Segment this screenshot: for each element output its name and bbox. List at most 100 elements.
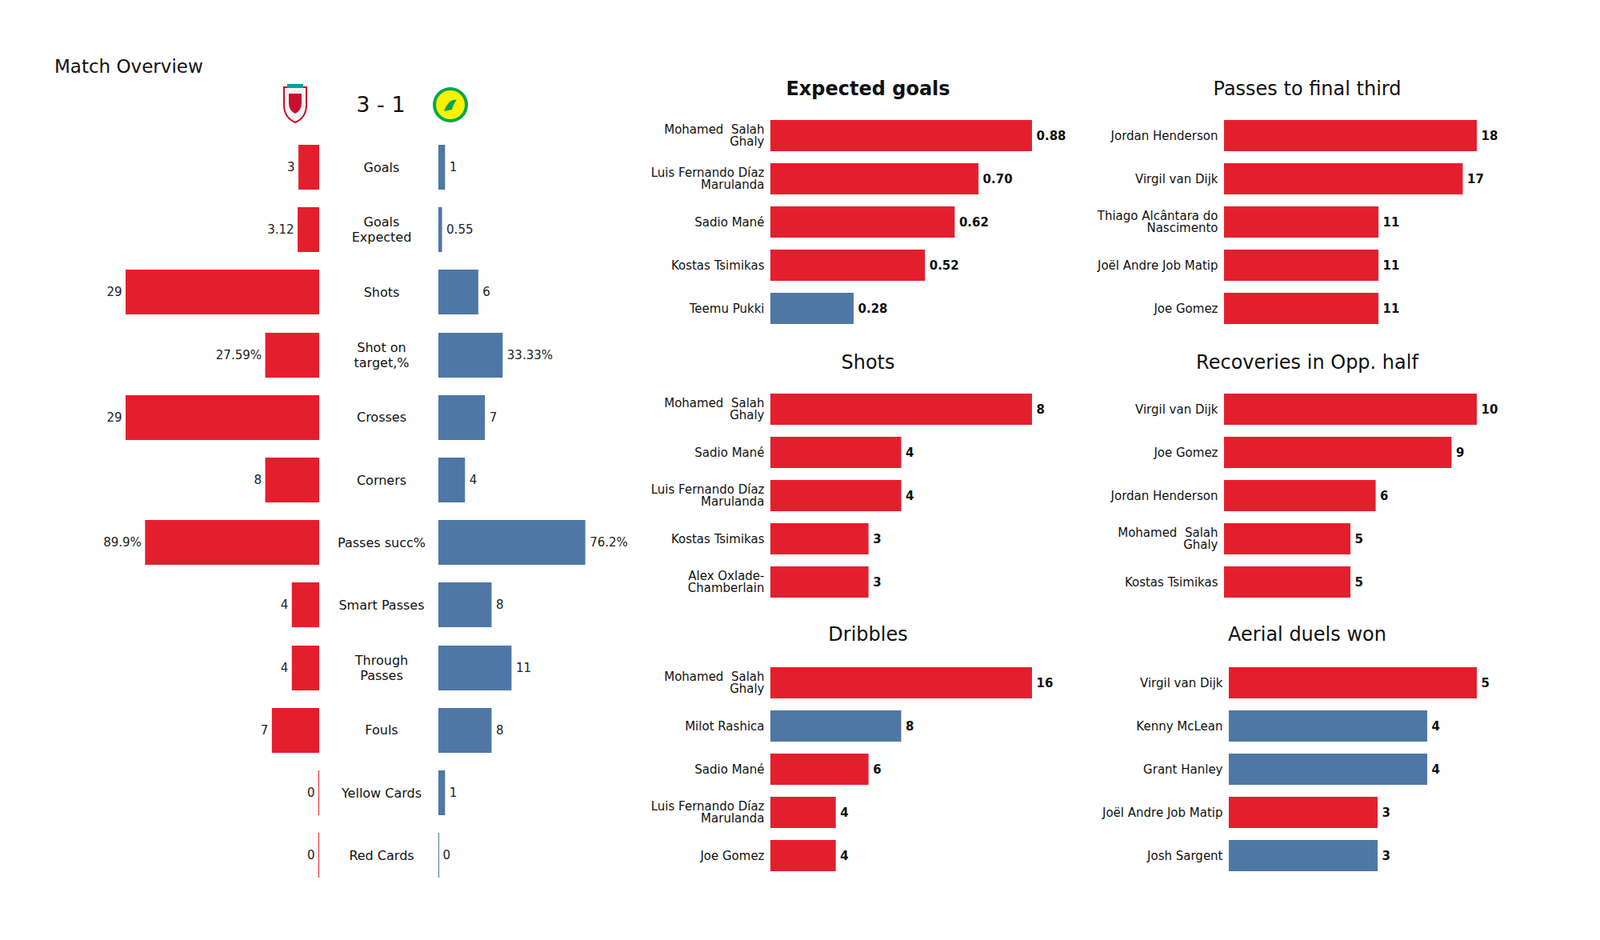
svg-text:Joël Andre Job Matip: Joël Andre Job Matip	[1101, 805, 1223, 820]
svg-text:Mohamed SalahGhaly: Mohamed SalahGhaly	[1117, 525, 1218, 552]
svg-text:0: 0	[307, 848, 316, 863]
svg-text:1: 1	[449, 160, 458, 175]
svg-text:0.88: 0.88	[1036, 128, 1067, 144]
svg-text:3.12: 3.12	[267, 222, 294, 237]
svg-text:6: 6	[1380, 488, 1388, 504]
svg-text:Virgil van Dijk: Virgil van Dijk	[1135, 402, 1219, 417]
html-text:Dribbles: Dribbles	[828, 623, 908, 646]
svg-text:29: 29	[106, 285, 122, 300]
svg-text:Sadio Mané: Sadio Mané	[694, 215, 764, 230]
svg-text:Mohamed SalahGhaly: Mohamed SalahGhaly	[664, 396, 764, 423]
svg-text:17: 17	[1467, 172, 1484, 187]
svg-text:4: 4	[840, 848, 848, 864]
svg-text:11: 11	[1383, 215, 1400, 230]
svg-text:33.33%: 33.33%	[507, 348, 553, 363]
svg-text:8: 8	[496, 723, 504, 738]
svg-text:4: 4	[280, 598, 289, 613]
svg-text:Luis Fernando DíazMarulanda: Luis Fernando DíazMarulanda	[651, 799, 765, 826]
svg-text:Grant Hanley: Grant Hanley	[1143, 762, 1224, 777]
svg-text:4: 4	[1432, 719, 1440, 734]
svg-text:Mohamed SalahGhaly: Mohamed SalahGhaly	[664, 669, 764, 696]
svg-text:Jordan Henderson: Jordan Henderson	[1110, 488, 1219, 504]
svg-text:18: 18	[1481, 128, 1499, 144]
html-text:Goals: Goals	[363, 159, 400, 175]
svg-text:4: 4	[840, 805, 848, 820]
svg-text:Teemu Pukki: Teemu Pukki	[688, 301, 765, 316]
svg-text:1: 1	[449, 785, 458, 800]
svg-text:Josh Sargent: Josh Sargent	[1146, 848, 1224, 864]
svg-text:89.9%: 89.9%	[103, 535, 142, 550]
svg-text:Mohamed SalahGhaly: Mohamed SalahGhaly	[664, 122, 764, 149]
html-text:Recoveries in Opp. half: Recoveries in Opp. half	[1196, 351, 1419, 374]
svg-text:5: 5	[1481, 676, 1490, 691]
svg-text:Thiago Alcântara doNascimento: Thiago Alcântara doNascimento	[1096, 208, 1219, 236]
svg-text:0.28: 0.28	[858, 301, 888, 316]
html-text:Expected goals: Expected goals	[785, 77, 951, 100]
html-text:3 - 1: 3 - 1	[356, 92, 406, 117]
html-text:Passes succ%: Passes succ%	[337, 534, 426, 551]
html-text:Corners: Corners	[356, 472, 407, 488]
html-text:Shot on target,%: Shot on target,%	[354, 339, 410, 371]
svg-text:Sadio Mané: Sadio Mané	[694, 445, 764, 460]
svg-text:3: 3	[1382, 848, 1391, 864]
svg-text:Alex Oxlade-Chamberlain: Alex Oxlade-Chamberlain	[688, 568, 765, 596]
svg-text:0: 0	[443, 848, 452, 863]
svg-text:Joël Andre Job Matip: Joël Andre Job Matip	[1096, 258, 1218, 273]
svg-text:11: 11	[516, 660, 532, 676]
svg-text:6: 6	[872, 762, 881, 777]
svg-text:7: 7	[489, 410, 498, 425]
svg-text:5: 5	[1355, 575, 1364, 590]
svg-text:Milot Rashica: Milot Rashica	[684, 719, 764, 734]
svg-text:7: 7	[260, 723, 269, 738]
svg-text:Joe Gomez: Joe Gomez	[1152, 301, 1218, 316]
svg-text:Kostas Tsimikas: Kostas Tsimikas	[1124, 575, 1219, 590]
svg-text:0.55: 0.55	[446, 222, 473, 237]
svg-text:3: 3	[287, 160, 296, 175]
html-text:Shots: Shots	[363, 284, 400, 300]
svg-text:Joe Gomez: Joe Gomez	[699, 848, 764, 864]
svg-text:27.59%: 27.59%	[216, 348, 262, 363]
svg-text:4: 4	[905, 488, 914, 504]
svg-text:8: 8	[905, 719, 914, 734]
svg-text:0.70: 0.70	[983, 172, 1013, 187]
svg-text:16: 16	[1036, 676, 1054, 691]
html-text:Goals Expected: Goals Expected	[351, 214, 412, 245]
html-text:Passes to final third: Passes to final third	[1213, 77, 1402, 100]
svg-text:4: 4	[905, 445, 914, 460]
svg-text:10: 10	[1481, 402, 1499, 417]
html-text:Shots: Shots	[841, 351, 895, 374]
svg-text:8: 8	[1036, 402, 1045, 417]
svg-text:11: 11	[1383, 258, 1400, 273]
svg-text:Kenny McLean: Kenny McLean	[1136, 719, 1223, 734]
html-text:Match Overview: Match Overview	[54, 56, 204, 77]
svg-text:0.62: 0.62	[959, 215, 989, 230]
svg-text:5: 5	[1355, 532, 1364, 547]
svg-text:3: 3	[1382, 805, 1391, 820]
svg-text:3: 3	[872, 532, 881, 547]
svg-text:4: 4	[469, 472, 478, 488]
svg-text:6: 6	[482, 285, 491, 300]
html-text:Crosses: Crosses	[356, 409, 407, 426]
svg-text:Luis Fernando DíazMarulanda: Luis Fernando DíazMarulanda	[651, 482, 765, 509]
svg-text:Virgil van Dijk: Virgil van Dijk	[1135, 172, 1219, 187]
html-text:Aerial duels won: Aerial duels won	[1228, 623, 1387, 646]
svg-text:9: 9	[1456, 445, 1464, 460]
svg-text:Kostas Tsimikas: Kostas Tsimikas	[671, 258, 765, 273]
svg-text:Sadio Mané: Sadio Mané	[694, 762, 764, 777]
svg-text:8: 8	[253, 472, 262, 488]
svg-text:76.2%: 76.2%	[589, 535, 628, 550]
svg-text:Joe Gomez: Joe Gomez	[1152, 445, 1218, 460]
svg-text:Jordan Henderson: Jordan Henderson	[1110, 128, 1219, 144]
svg-text:Luis Fernando DíazMarulanda: Luis Fernando DíazMarulanda	[651, 165, 765, 192]
svg-text:29: 29	[106, 410, 122, 425]
svg-text:0: 0	[307, 785, 316, 800]
svg-text:0.52: 0.52	[929, 258, 960, 273]
svg-text:11: 11	[1383, 301, 1400, 316]
svg-text:3: 3	[872, 575, 881, 590]
svg-text:Kostas Tsimikas: Kostas Tsimikas	[671, 532, 765, 547]
svg-text:8: 8	[496, 598, 504, 613]
html-text:Through Passes: Through Passes	[355, 652, 409, 683]
svg-text:Virgil van Dijk: Virgil van Dijk	[1140, 676, 1224, 691]
svg-text:4: 4	[1432, 762, 1440, 777]
svg-text:4: 4	[280, 660, 289, 676]
